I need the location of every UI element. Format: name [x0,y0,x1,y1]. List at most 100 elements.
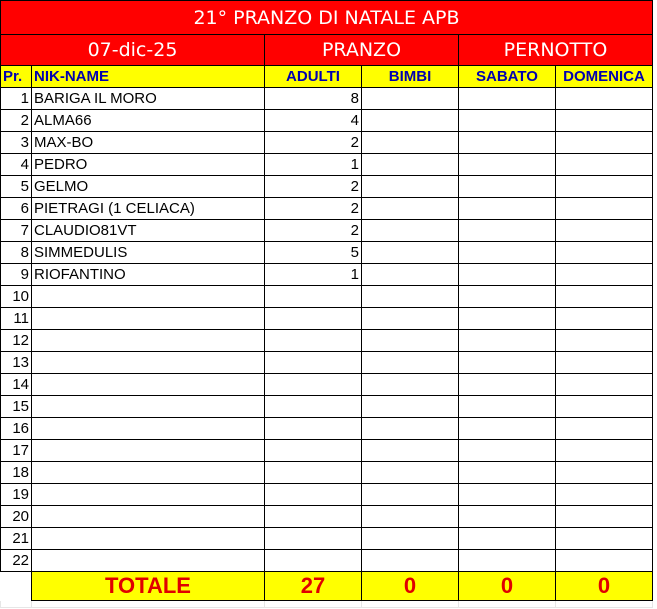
cell-domenica[interactable] [555,197,653,220]
cell-pr[interactable]: 9 [0,263,32,286]
empty-cell[interactable] [361,600,459,608]
cell-adulti[interactable] [264,373,362,396]
cell-domenica[interactable] [555,395,653,418]
cell-sabato[interactable] [458,417,556,440]
cell-bimbi[interactable] [361,549,459,572]
event-date[interactable]: 07-dic-25 [0,34,265,66]
cell-pr[interactable]: 6 [0,197,32,220]
cell-bimbi[interactable] [361,241,459,264]
cell-sabato[interactable] [458,263,556,286]
cell-adulti[interactable]: 2 [264,131,362,154]
cell-bimbi[interactable] [361,417,459,440]
cell-pr[interactable]: 16 [0,417,32,440]
cell-nikname[interactable] [31,373,265,396]
cell-adulti[interactable] [264,439,362,462]
cell-sabato[interactable] [458,219,556,242]
cell-bimbi[interactable] [361,109,459,132]
cell-adulti[interactable] [264,483,362,506]
cell-bimbi[interactable] [361,329,459,352]
cell-bimbi[interactable] [361,285,459,308]
cell-domenica[interactable] [555,439,653,462]
cell-adulti[interactable]: 2 [264,219,362,242]
total-domenica[interactable]: 0 [555,571,653,601]
cell-pr[interactable]: 20 [0,505,32,528]
cell-adulti[interactable] [264,285,362,308]
cell-pr[interactable]: 22 [0,549,32,572]
cell-sabato[interactable] [458,483,556,506]
cell-domenica[interactable] [555,505,653,528]
cell-bimbi[interactable] [361,307,459,330]
cell-bimbi[interactable] [361,175,459,198]
cell-bimbi[interactable] [361,505,459,528]
cell-nikname[interactable]: ALMA66 [31,109,265,132]
cell-domenica[interactable] [555,483,653,506]
cell-pr[interactable]: 17 [0,439,32,462]
sheet-title[interactable]: 21° PRANZO DI NATALE APB [0,0,653,35]
cell-domenica[interactable] [555,153,653,176]
cell-domenica[interactable] [555,109,653,132]
cell-adulti[interactable]: 1 [264,263,362,286]
cell-domenica[interactable] [555,461,653,484]
cell-pr[interactable]: 19 [0,483,32,506]
cell-bimbi[interactable] [361,197,459,220]
cell-nikname[interactable] [31,483,265,506]
cell-nikname[interactable] [31,329,265,352]
cell-domenica[interactable] [555,285,653,308]
group-pranzo[interactable]: PRANZO [264,34,459,66]
cell-domenica[interactable] [555,527,653,550]
cell-adulti[interactable] [264,461,362,484]
header-adulti[interactable]: ADULTI [264,65,362,88]
cell-nikname[interactable] [31,505,265,528]
cell-adulti[interactable] [264,351,362,374]
cell-nikname[interactable]: RIOFANTINO [31,263,265,286]
header-pr[interactable]: Pr. [0,65,32,88]
cell-adulti[interactable] [264,395,362,418]
cell-domenica[interactable] [555,87,653,110]
cell-adulti[interactable]: 4 [264,109,362,132]
cell-nikname[interactable] [31,395,265,418]
cell-bimbi[interactable] [361,483,459,506]
header-domenica[interactable]: DOMENICA [555,65,653,88]
cell-domenica[interactable] [555,175,653,198]
cell-pr[interactable]: 5 [0,175,32,198]
cell-adulti[interactable] [264,417,362,440]
cell-nikname[interactable] [31,461,265,484]
cell-nikname[interactable]: CLAUDIO81VT [31,219,265,242]
empty-cell[interactable] [458,600,556,608]
cell-domenica[interactable] [555,329,653,352]
cell-nikname[interactable]: PEDRO [31,153,265,176]
cell-nikname[interactable] [31,307,265,330]
cell-sabato[interactable] [458,153,556,176]
cell-nikname[interactable]: BARIGA IL MORO [31,87,265,110]
cell-domenica[interactable] [555,219,653,242]
header-bimbi[interactable]: BIMBI [361,65,459,88]
cell-nikname[interactable] [31,439,265,462]
cell-domenica[interactable] [555,417,653,440]
total-sabato[interactable]: 0 [458,571,556,601]
header-nikname[interactable]: NIK-NAME [31,65,265,88]
cell-sabato[interactable] [458,109,556,132]
cell-sabato[interactable] [458,197,556,220]
cell-sabato[interactable] [458,175,556,198]
cell-sabato[interactable] [458,373,556,396]
cell-bimbi[interactable] [361,373,459,396]
cell-pr[interactable]: 13 [0,351,32,374]
cell-pr[interactable]: 8 [0,241,32,264]
cell-sabato[interactable] [458,395,556,418]
empty-cell[interactable] [555,600,653,608]
cell-pr[interactable]: 3 [0,131,32,154]
cell-bimbi[interactable] [361,395,459,418]
cell-pr[interactable]: 15 [0,395,32,418]
cell-adulti[interactable]: 5 [264,241,362,264]
cell-bimbi[interactable] [361,439,459,462]
cell-pr[interactable]: 11 [0,307,32,330]
cell-adulti[interactable]: 8 [264,87,362,110]
cell-bimbi[interactable] [361,527,459,550]
cell-pr[interactable]: 1 [0,87,32,110]
cell-bimbi[interactable] [361,87,459,110]
cell-sabato[interactable] [458,131,556,154]
cell-domenica[interactable] [555,373,653,396]
cell-domenica[interactable] [555,307,653,330]
cell-domenica[interactable] [555,351,653,374]
cell-sabato[interactable] [458,527,556,550]
